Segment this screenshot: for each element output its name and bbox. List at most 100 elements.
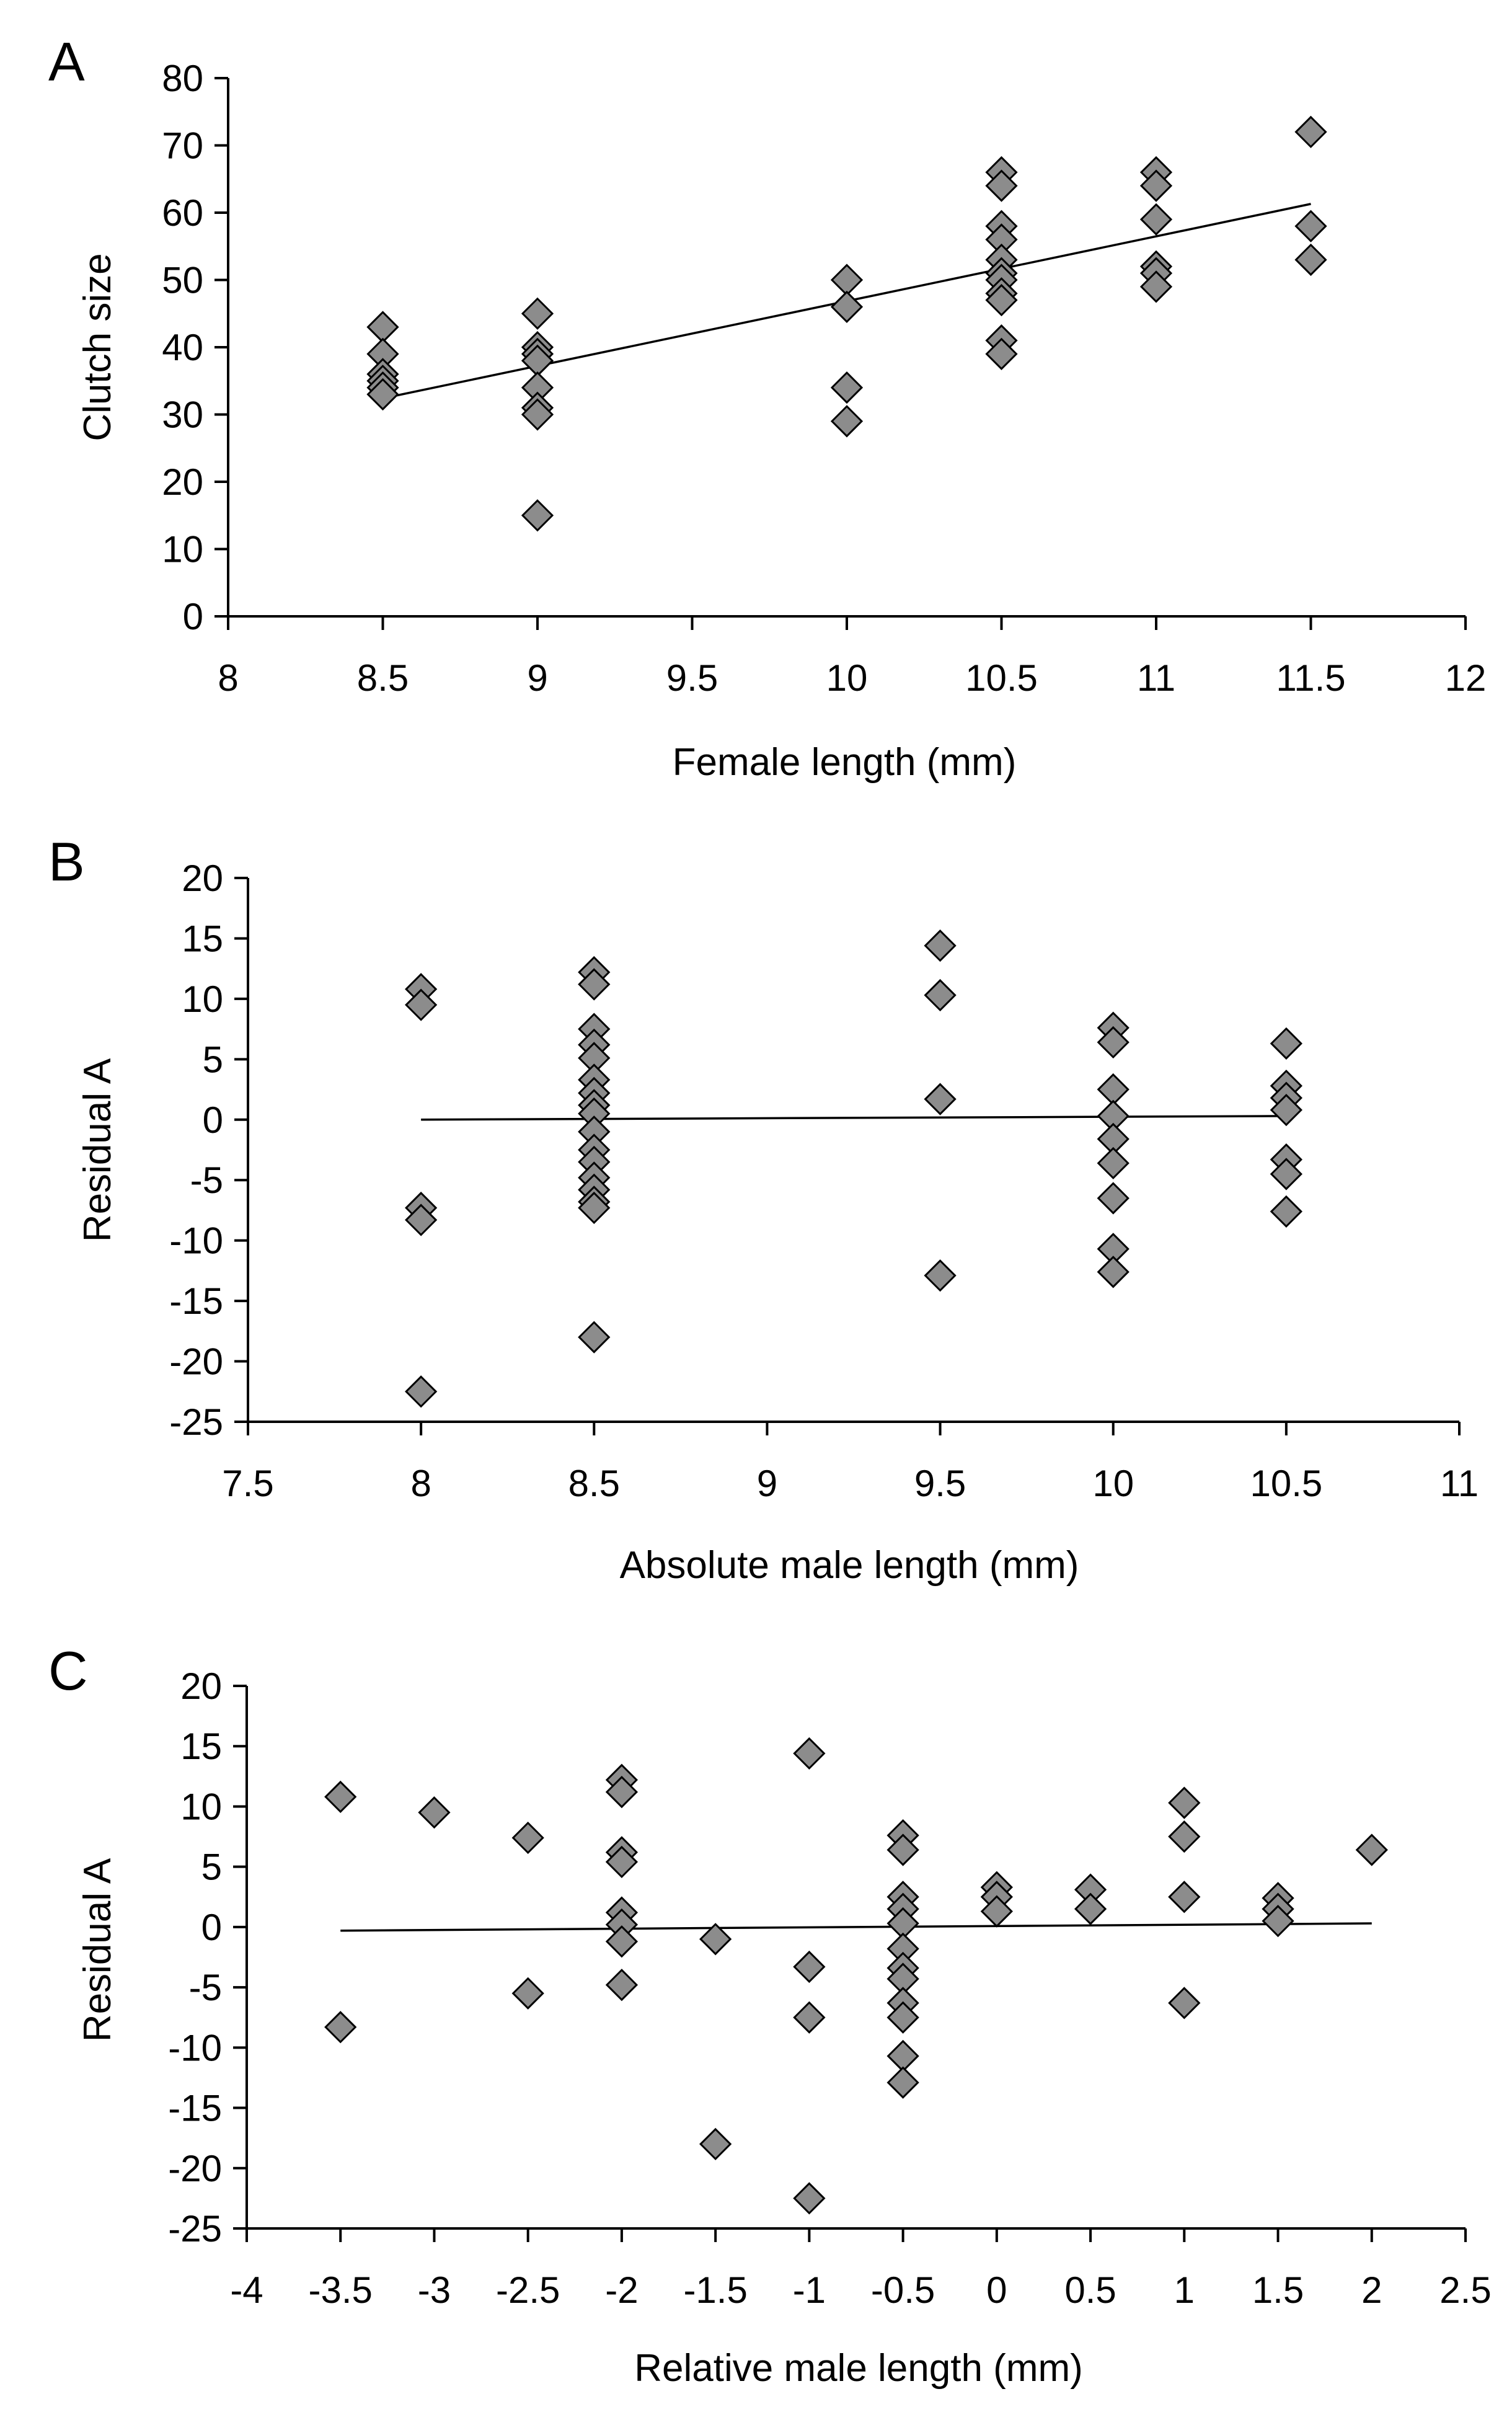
data-point xyxy=(521,398,554,431)
plot-area: 0 10 20 30 40 50 60 70 80 8 8.5 9 9.5 10 10.5 11 11.5 12 xyxy=(162,58,1486,699)
y-axis-title: Clutch size xyxy=(76,253,119,441)
x-tick-label: 1.5 xyxy=(1252,2269,1304,2311)
y-tick-label: 60 xyxy=(162,192,203,234)
data-point xyxy=(418,1796,451,1829)
data-point xyxy=(1074,1892,1107,1925)
trend-line xyxy=(421,1115,1286,1121)
data-point xyxy=(521,297,554,330)
y-tick-label: -10 xyxy=(168,2027,222,2068)
x-tick-label: 9.5 xyxy=(666,657,718,699)
x-tick-label: 10 xyxy=(1092,1463,1134,1504)
y-tick-label: 0 xyxy=(201,1907,222,1948)
x-tick-label: 1 xyxy=(1174,2269,1195,2311)
y-axis-title: Residual A xyxy=(76,1858,119,2042)
x-tick-label: 2.5 xyxy=(1439,2269,1491,2311)
x-tick-label: 10.5 xyxy=(1250,1463,1322,1504)
x-tick-label: 11 xyxy=(1440,1463,1479,1504)
plot-area: -25 -20 -15 -10 -5 0 5 10 15 20 7.5 8 8.5 9 9.5 10 10.5 1… xyxy=(169,858,1479,1504)
data-point xyxy=(1294,115,1327,148)
data-point xyxy=(605,1845,639,1879)
data-point xyxy=(578,1191,611,1225)
data-point xyxy=(1097,1256,1130,1288)
y-tick-label: 70 xyxy=(162,125,203,167)
data-point xyxy=(1270,1195,1302,1228)
panel-letter: B xyxy=(48,831,85,892)
x-tick-label: 12 xyxy=(1445,657,1487,699)
data-point xyxy=(886,2001,919,2034)
panel-c: C Relative male length (mm) Residual A -… xyxy=(48,1640,1492,2390)
y-tick-label: -25 xyxy=(168,2208,222,2250)
data-point xyxy=(324,2011,357,2044)
x-tick-label: 2 xyxy=(1361,2269,1382,2311)
data-point xyxy=(605,1775,639,1809)
x-tick-label: 10 xyxy=(826,657,868,699)
y-tick-label: 0 xyxy=(203,1099,223,1141)
data-point xyxy=(1355,1833,1388,1866)
data-point xyxy=(578,968,611,1001)
data-point xyxy=(1168,1987,1201,2019)
data-point xyxy=(1294,210,1327,242)
data-point xyxy=(886,2066,919,2099)
data-point xyxy=(793,2001,826,2034)
x-tick-label: 8.5 xyxy=(568,1463,620,1504)
x-tick-label: -0.5 xyxy=(871,2269,935,2311)
x-tick-label: 0 xyxy=(986,2269,1007,2311)
y-tick-label: 5 xyxy=(201,1846,222,1888)
y-tick-label: 10 xyxy=(182,978,223,1020)
data-point xyxy=(405,1375,438,1408)
y-axis-title: Residual A xyxy=(76,1058,119,1242)
y-tick-label: -15 xyxy=(169,1280,223,1322)
x-tick-label: 8.5 xyxy=(357,657,409,699)
data-point xyxy=(1294,243,1327,277)
y-tick-label: -5 xyxy=(189,1967,222,2008)
x-tick-label: 8 xyxy=(410,1463,431,1504)
x-tick-label: 9.5 xyxy=(914,1463,966,1504)
data-point xyxy=(324,1780,357,1814)
y-tick-label: -20 xyxy=(169,1341,223,1383)
data-point xyxy=(405,988,438,1021)
x-tick-label: 11 xyxy=(1137,657,1175,699)
x-tick-label: 9 xyxy=(757,1463,777,1504)
x-tick-label: 11.5 xyxy=(1276,657,1345,699)
y-tick-label: 10 xyxy=(180,1786,222,1827)
y-tick-label: 0 xyxy=(183,596,203,637)
x-tick-label: -1.5 xyxy=(683,2269,747,2311)
data-point xyxy=(924,978,957,1012)
data-point xyxy=(699,1923,732,1956)
x-axis-title: Female length (mm) xyxy=(673,741,1017,784)
x-axis-title: Absolute male length (mm) xyxy=(620,1544,1079,1587)
data-point xyxy=(511,1821,544,1855)
y-tick-label: 20 xyxy=(162,461,203,503)
y-tick-label: 15 xyxy=(182,918,223,959)
y-tick-label: 15 xyxy=(180,1726,222,1767)
data-point xyxy=(985,337,1018,370)
data-point xyxy=(1270,1094,1302,1127)
data-point xyxy=(830,264,864,296)
data-point xyxy=(511,1977,544,2010)
data-point xyxy=(699,2127,732,2161)
x-tick-label: 8 xyxy=(218,657,238,699)
data-point xyxy=(1270,1027,1302,1060)
y-tick-label: -5 xyxy=(190,1159,223,1201)
data-point xyxy=(830,371,864,404)
data-point xyxy=(1262,1905,1294,1938)
data-point xyxy=(366,378,399,411)
data-point xyxy=(1097,1026,1130,1059)
data-point xyxy=(830,290,864,324)
data-point xyxy=(886,1833,919,1866)
panel-letter: C xyxy=(48,1640,88,1701)
data-point xyxy=(1097,1182,1130,1215)
y-tick-label: 40 xyxy=(162,327,203,368)
y-tick-label: 5 xyxy=(203,1039,223,1080)
x-tick-label: -3.5 xyxy=(309,2269,373,2311)
x-tick-label: 10.5 xyxy=(965,657,1038,699)
data-point xyxy=(985,169,1018,202)
panel-a: A Female length (mm) Clutch size 0 10 20 30… xyxy=(48,31,1486,784)
y-tick-label: 20 xyxy=(180,1665,222,1707)
y-tick-label: 50 xyxy=(162,260,203,301)
y-tick-label: 80 xyxy=(162,58,203,99)
data-point xyxy=(1168,1786,1201,1819)
data-point xyxy=(1139,203,1173,236)
